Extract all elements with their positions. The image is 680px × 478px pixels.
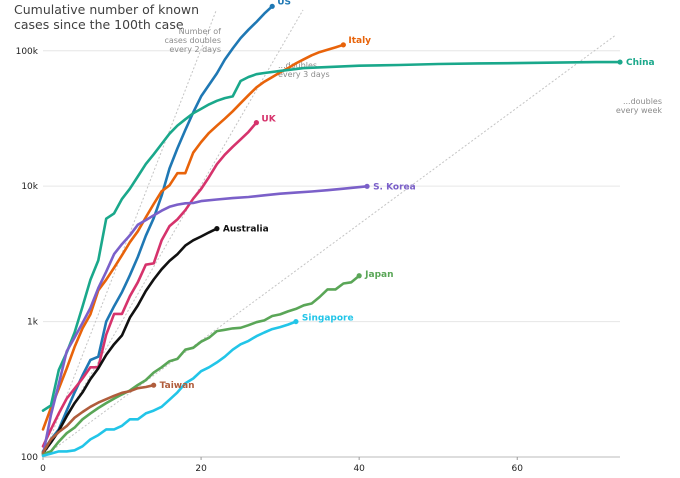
series-end-marker [253,120,260,126]
x-tick-label: 40 [353,464,365,474]
x-tick-label: 0 [40,464,46,474]
x-tick-label: 20 [195,464,207,474]
series-line-china [41,60,622,412]
series-label: S. Korea [373,182,416,192]
series-label: UK [261,115,276,125]
chart-title: Cumulative number of known cases since t… [14,2,200,32]
series-end-marker [340,42,346,48]
series-label: Italy [348,36,371,46]
series-line-italy [41,43,345,431]
y-tick-label: 100 [21,453,38,463]
series-end-marker [364,183,370,189]
gridlines [43,50,620,458]
series-line-taiwan [41,383,155,454]
series-end-marker [293,318,299,325]
series-label: Japan [364,270,393,280]
series-end-marker [214,226,220,232]
series-lines [41,3,623,458]
series-end-marker [356,273,362,279]
series-line-singapore [41,320,298,458]
series-label: Australia [223,225,269,235]
series-end-marker [617,59,623,65]
y-tick-label: 100k [16,47,39,57]
axes: 100 1k 10k 100k 0 20 40 60 [16,47,620,474]
series-label: Taiwan [160,381,195,391]
series-line-s-korea [41,185,369,457]
series-label: US [277,0,291,7]
series-line-japan [41,274,361,456]
doubling-reference-lines: Number of cases doubles every 2 days ...dou… [42,9,663,458]
y-tick-label: 10k [21,182,38,192]
series-label: Singapore [302,314,354,324]
x-tick-label: 60 [512,464,524,474]
doubling-line-label: ...doubles every week [616,97,663,115]
doubling-line-label: ...doubles every 3 days [278,61,330,79]
doubling-line-label: Number of cases doubles every 2 days [164,27,221,54]
doubling-line-7-days [42,34,617,458]
series-end-marker [151,382,157,388]
series-line-australia [41,227,219,455]
y-tick-label: 1k [27,318,39,328]
series-end-marker [269,3,275,9]
series-label: China [626,58,655,68]
series-line-uk [41,121,258,448]
series-labels: US Italy China UK S. Korea Australia Japan Sing… [160,0,655,391]
